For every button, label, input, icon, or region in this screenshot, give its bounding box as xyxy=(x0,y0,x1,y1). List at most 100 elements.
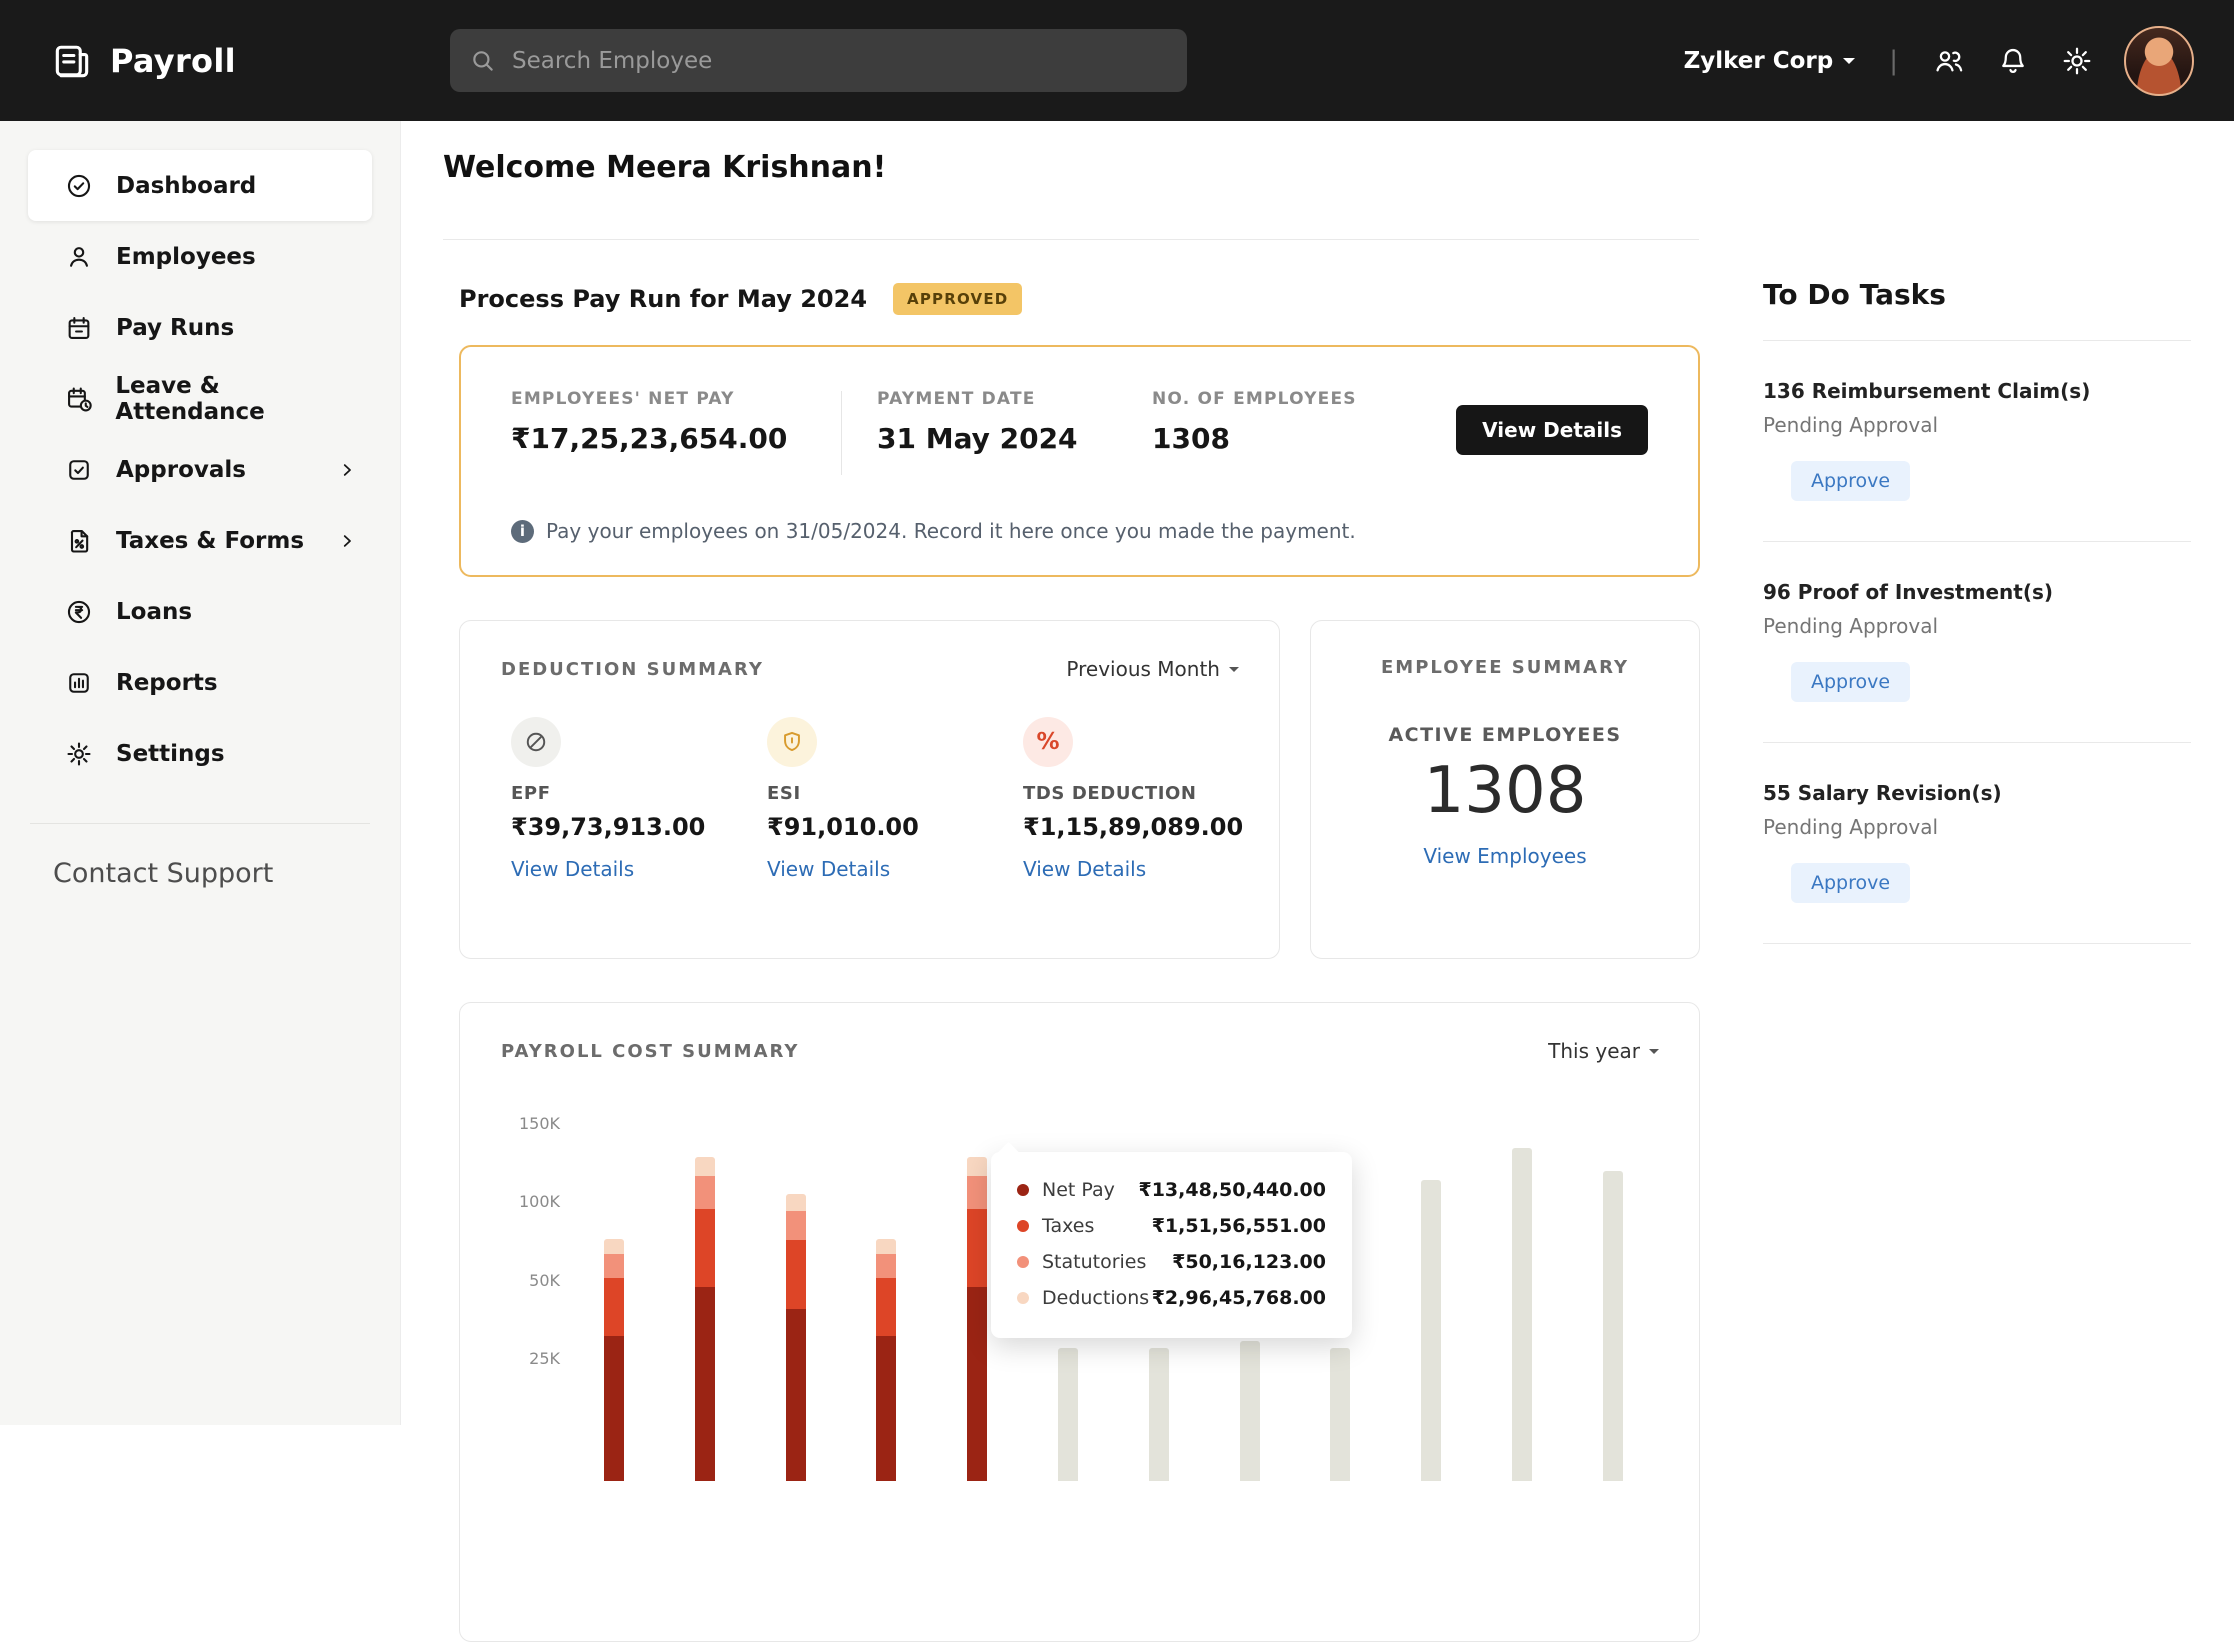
search-input[interactable] xyxy=(512,48,1167,74)
tooltip-dot xyxy=(1017,1220,1029,1232)
sidebar-item-loans[interactable]: Loans xyxy=(28,576,372,647)
user-avatar[interactable] xyxy=(2124,26,2194,96)
settings-gear-icon[interactable] xyxy=(2060,44,2094,78)
bar-segment-net-pay xyxy=(786,1309,806,1481)
payment-date-value: 31 May 2024 xyxy=(877,422,1152,455)
todo-task-proof-of-investment: 96 Proof of Investment(s) Pending Approv… xyxy=(1763,542,2191,743)
bar-segment-statutories xyxy=(876,1254,896,1278)
pay-runs-icon xyxy=(64,313,94,343)
tds-percent-icon: % xyxy=(1023,717,1073,767)
employee-count-stat: NO. OF EMPLOYEES 1308 xyxy=(1152,389,1456,455)
approve-button[interactable]: Approve xyxy=(1791,461,1910,501)
users-icon[interactable] xyxy=(1932,44,1966,78)
deduction-item-value: ₹91,010.00 xyxy=(767,813,1023,841)
employee-count-label: NO. OF EMPLOYEES xyxy=(1152,389,1456,409)
deduction-period-selector[interactable]: Previous Month xyxy=(1066,657,1239,681)
view-details-button[interactable]: View Details xyxy=(1456,405,1648,455)
divider xyxy=(30,823,370,824)
sidebar-item-employees[interactable]: Employees xyxy=(28,221,372,292)
epf-icon xyxy=(511,717,561,767)
sidebar-item-dashboard[interactable]: Dashboard xyxy=(28,150,372,221)
org-selector[interactable]: Zylker Corp xyxy=(1684,48,1856,74)
employee-search[interactable] xyxy=(450,29,1187,92)
epf-view-details-link[interactable]: View Details xyxy=(511,857,634,881)
deduction-items: EPF ₹39,73,913.00 View Details ESI ₹91,0… xyxy=(460,681,1279,881)
sidebar-item-approvals[interactable]: Approvals xyxy=(28,434,372,505)
chart-bar-future[interactable] xyxy=(1603,1171,1623,1481)
topbar-right-cluster: Zylker Corp | xyxy=(1684,26,2234,96)
payment-date-label: PAYMENT DATE xyxy=(877,389,1152,409)
bar-segment-deductions xyxy=(604,1239,624,1254)
sidebar-item-taxes-forms[interactable]: Taxes & Forms xyxy=(28,505,372,576)
sidebar-item-leave-attendance[interactable]: Leave & Attendance xyxy=(28,363,372,434)
todo-task-reimbursement: 136 Reimbursement Claim(s) Pending Appro… xyxy=(1763,341,2191,542)
chart-bar-future[interactable] xyxy=(1421,1180,1441,1481)
esi-view-details-link[interactable]: View Details xyxy=(767,857,890,881)
chart-bar-actual[interactable] xyxy=(786,1194,806,1481)
deduction-card-header: DEDUCTION SUMMARY Previous Month xyxy=(460,621,1279,681)
todo-task-salary-revision: 55 Salary Revision(s) Pending Approval A… xyxy=(1763,743,2191,944)
chevron-right-icon xyxy=(338,532,356,550)
employee-summary-card: EMPLOYEE SUMMARY ACTIVE EMPLOYEES 1308 V… xyxy=(1310,620,1700,959)
bar-segment-deductions xyxy=(786,1194,806,1211)
approvals-icon xyxy=(64,455,94,485)
bar-segment-deductions xyxy=(695,1157,715,1176)
chart-bar-future[interactable] xyxy=(1240,1341,1260,1481)
payroll-chart-area: 150K 100K 50K 25K Net Pay ₹13,48,50,440.… xyxy=(460,1003,1700,1642)
payrun-note-text: Pay your employees on 31/05/2024. Record… xyxy=(546,519,1356,543)
chart-bar-future[interactable] xyxy=(1330,1348,1350,1481)
info-icon: i xyxy=(511,520,534,543)
status-badge: APPROVED xyxy=(893,283,1022,315)
bar-segment-taxes xyxy=(695,1209,715,1287)
task-status: Pending Approval xyxy=(1763,614,2191,638)
chart-bar-actual[interactable] xyxy=(695,1157,715,1481)
app-title: Payroll xyxy=(110,42,236,80)
tds-view-details-link[interactable]: View Details xyxy=(1023,857,1146,881)
tooltip-value: ₹2,96,45,768.00 xyxy=(1152,1287,1326,1309)
approve-button[interactable]: Approve xyxy=(1791,662,1910,702)
todo-title: To Do Tasks xyxy=(1763,278,2191,311)
contact-support-link[interactable]: Contact Support xyxy=(53,858,400,889)
divider xyxy=(443,239,1699,240)
tooltip-label: Deductions xyxy=(1042,1287,1149,1309)
deduction-item-label: TDS DEDUCTION xyxy=(1023,783,1279,804)
bar-segment-taxes xyxy=(604,1278,624,1336)
approve-button[interactable]: Approve xyxy=(1791,863,1910,903)
y-axis-label: 25K xyxy=(490,1349,560,1369)
sidebar-item-reports[interactable]: Reports xyxy=(28,647,372,718)
bar-segment-statutories xyxy=(604,1254,624,1278)
employees-icon xyxy=(64,242,94,272)
deduction-item-tds: % TDS DEDUCTION ₹1,15,89,089.00 View Det… xyxy=(1023,717,1279,881)
sidebar-item-label: Pay Runs xyxy=(116,315,234,341)
divider xyxy=(841,391,842,475)
reports-icon xyxy=(64,668,94,698)
bar-segment-taxes xyxy=(967,1209,987,1287)
sidebar-item-pay-runs[interactable]: Pay Runs xyxy=(28,292,372,363)
leave-attendance-icon xyxy=(64,384,93,414)
tooltip-value: ₹1,51,56,551.00 xyxy=(1152,1215,1326,1237)
sidebar-item-settings[interactable]: Settings xyxy=(28,718,372,789)
chart-bar-actual[interactable] xyxy=(604,1239,624,1481)
task-title: 96 Proof of Investment(s) xyxy=(1763,580,2191,604)
chart-bar-future[interactable] xyxy=(1149,1348,1169,1481)
chart-bar-actual[interactable] xyxy=(967,1157,987,1481)
bar-segment-statutories xyxy=(967,1176,987,1208)
bar-segment-taxes xyxy=(786,1240,806,1309)
tooltip-label: Net Pay xyxy=(1042,1179,1115,1201)
notifications-bell-icon[interactable] xyxy=(1996,44,2030,78)
tooltip-row: Taxes ₹1,51,56,551.00 xyxy=(1017,1208,1326,1244)
bar-segment-statutories xyxy=(695,1176,715,1208)
chart-bar-actual[interactable] xyxy=(876,1239,896,1481)
deduction-period-value: Previous Month xyxy=(1066,657,1220,681)
payroll-logo-icon xyxy=(50,39,94,83)
view-employees-link[interactable]: View Employees xyxy=(1423,844,1586,868)
chart-bar-future[interactable] xyxy=(1512,1148,1532,1481)
employee-count-value: 1308 xyxy=(1152,422,1456,455)
deduction-item-label: ESI xyxy=(767,783,1023,804)
app-logo[interactable]: Payroll xyxy=(50,39,236,83)
search-icon xyxy=(470,48,496,74)
y-axis-label: 100K xyxy=(490,1192,560,1212)
deduction-item-value: ₹1,15,89,089.00 xyxy=(1023,813,1279,841)
chart-bar-future[interactable] xyxy=(1058,1348,1078,1481)
tooltip-row: Statutories ₹50,16,123.00 xyxy=(1017,1244,1326,1280)
